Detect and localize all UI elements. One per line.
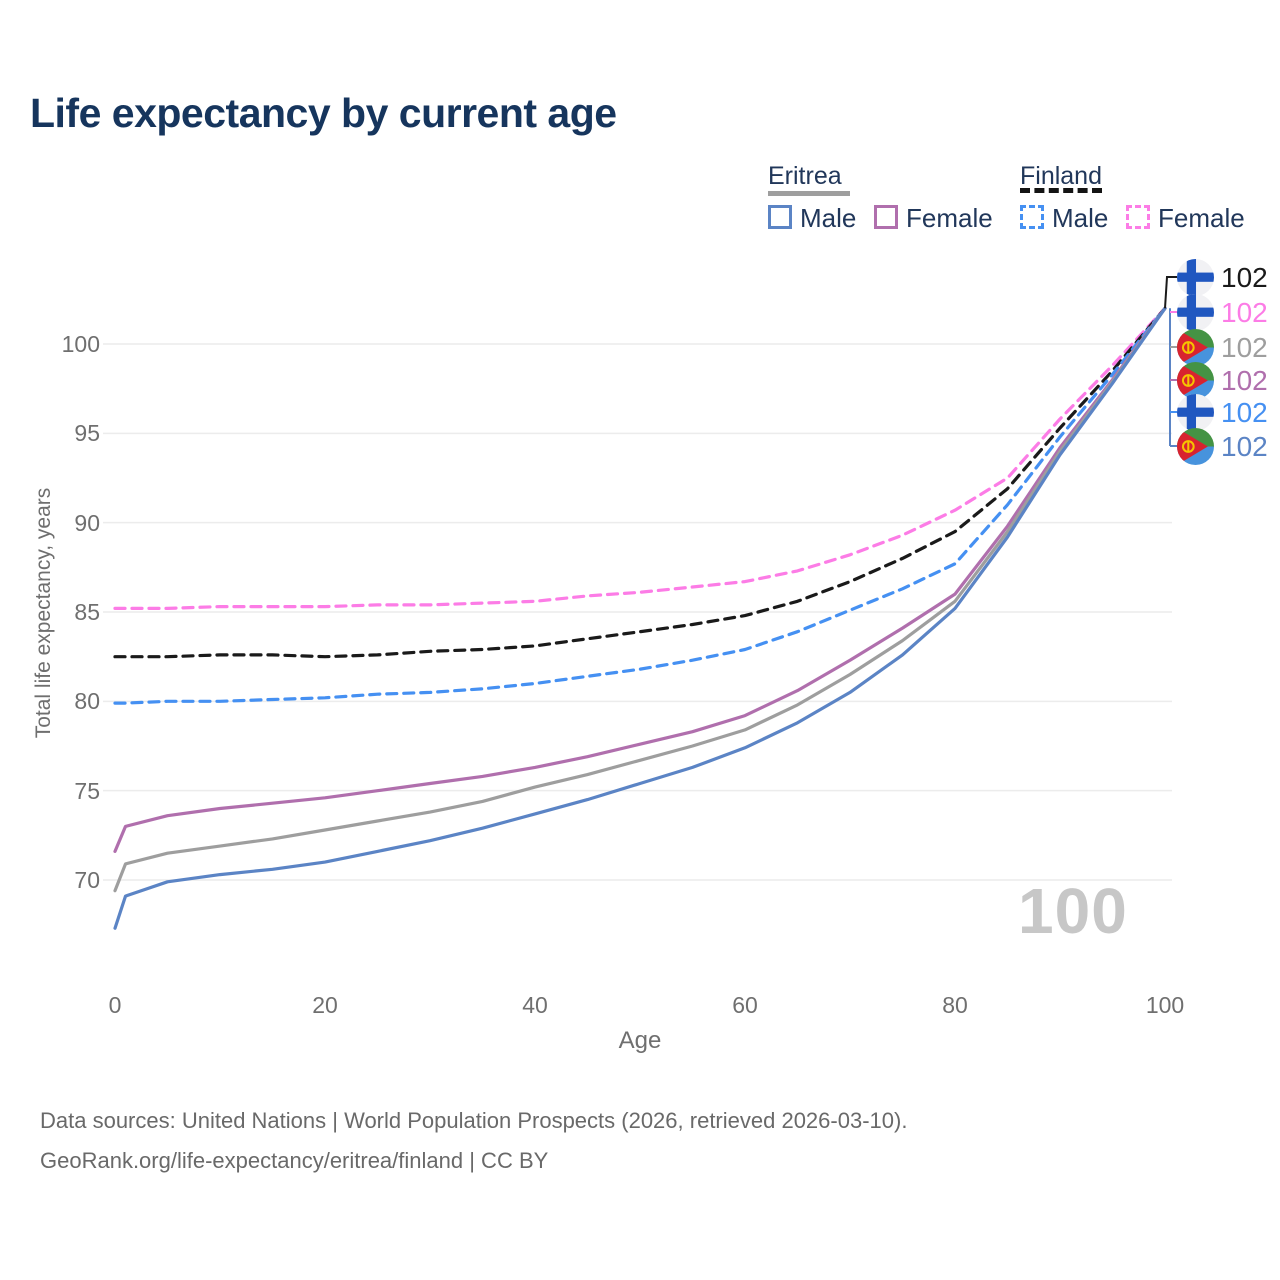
eritrea-flag-icon — [1177, 362, 1214, 399]
x-tick-label: 40 — [522, 992, 548, 1018]
x-tick-label: 60 — [732, 992, 758, 1018]
end-label-eritrea-male: 102 — [1177, 428, 1268, 465]
x-tick-label: 0 — [108, 992, 122, 1018]
legend-checkbox-finland-female[interactable] — [1126, 205, 1150, 229]
x-tick-label: 100 — [1145, 992, 1185, 1018]
end-label-eritrea-female: 102 — [1177, 362, 1268, 399]
y-tick-label: 70 — [74, 867, 100, 893]
eritrea-flag-icon — [1177, 428, 1214, 465]
y-tick-label: 100 — [61, 330, 100, 357]
finland-dashed-line-swatch — [1020, 188, 1102, 193]
x-axis-title: Age — [618, 1027, 662, 1054]
end-label-finland-both: 102 — [1177, 259, 1268, 296]
legend-country-finland: Finland — [1020, 162, 1102, 190]
legend-country-eritrea: Eritrea — [768, 162, 842, 190]
page-title: Life expectancy by current age — [30, 90, 617, 136]
x-tick-label: 20 — [312, 992, 338, 1018]
age-counter-watermark: 100 — [1018, 875, 1128, 947]
legend-label-finland-female[interactable]: Female — [1158, 203, 1245, 233]
end-label-value: 102 — [1221, 396, 1268, 428]
finland-flag-icon — [1177, 394, 1214, 431]
attribution-text: GeoRank.org/life-expectancy/eritrea/finl… — [40, 1148, 549, 1173]
legend-checkbox-finland-male[interactable] — [1020, 205, 1044, 229]
end-label-value: 102 — [1221, 364, 1268, 396]
legend-checkbox-eritrea-male[interactable] — [768, 205, 792, 229]
eritrea-flag-icon — [1177, 329, 1214, 366]
legend-label-eritrea-male[interactable]: Male — [800, 203, 857, 233]
end-label-value: 102 — [1221, 331, 1268, 363]
finland-flag-icon — [1177, 294, 1214, 331]
x-tick-label: 80 — [942, 992, 968, 1018]
eritrea-solid-line-swatch — [768, 191, 850, 196]
legend-checkbox-eritrea-female[interactable] — [874, 205, 898, 229]
end-label-value: 102 — [1221, 296, 1268, 328]
y-tick-label: 80 — [74, 688, 100, 715]
data-sources-text: Data sources: United Nations | World Pop… — [40, 1108, 908, 1133]
y-tick-label: 90 — [74, 509, 100, 536]
y-tick-label: 75 — [74, 777, 100, 804]
end-label-finland-female: 102 — [1177, 294, 1268, 331]
legend-label-finland-male[interactable]: Male — [1052, 203, 1109, 233]
y-tick-label: 95 — [74, 420, 100, 447]
end-label-value: 102 — [1221, 430, 1268, 462]
finland-flag-icon — [1177, 259, 1214, 296]
legend-label-eritrea-female[interactable]: Female — [906, 203, 993, 233]
end-label-eritrea-both: 102 — [1177, 329, 1268, 366]
end-label-value: 102 — [1221, 261, 1268, 293]
end-label-finland-male: 102 — [1177, 394, 1268, 431]
y-tick-label: 85 — [74, 598, 100, 625]
